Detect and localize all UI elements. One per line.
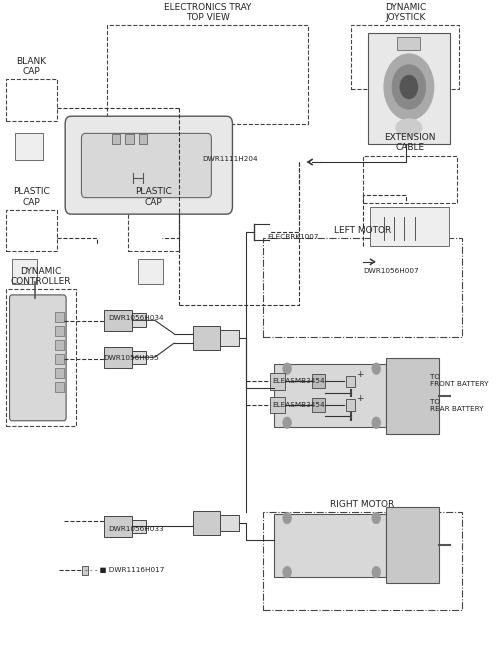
Text: DWR1111H204: DWR1111H204 bbox=[202, 156, 258, 162]
Bar bbox=[346, 399, 355, 411]
Bar bbox=[6, 289, 75, 426]
Bar bbox=[368, 33, 450, 144]
Text: ELECBRK1007: ELECBRK1007 bbox=[268, 234, 319, 240]
Bar bbox=[138, 259, 163, 284]
Bar bbox=[132, 351, 145, 364]
FancyBboxPatch shape bbox=[82, 133, 212, 198]
Ellipse shape bbox=[396, 119, 422, 136]
Bar bbox=[397, 37, 420, 50]
Text: DYNAMIC
JOYSTICK: DYNAMIC JOYSTICK bbox=[384, 3, 426, 22]
Text: LEFT MOTOR: LEFT MOTOR bbox=[334, 226, 391, 235]
Bar bbox=[274, 364, 386, 427]
Bar bbox=[55, 368, 64, 378]
Circle shape bbox=[392, 65, 426, 109]
Circle shape bbox=[283, 513, 292, 524]
Circle shape bbox=[372, 566, 380, 578]
Bar bbox=[270, 373, 285, 390]
Bar bbox=[104, 347, 132, 368]
Text: BLANK
CAP: BLANK CAP bbox=[16, 57, 46, 76]
Bar bbox=[312, 374, 324, 389]
Bar bbox=[193, 511, 220, 535]
Bar bbox=[12, 259, 37, 284]
Text: PLASTIC
CAP: PLASTIC CAP bbox=[135, 187, 172, 206]
Circle shape bbox=[400, 76, 417, 99]
Bar bbox=[55, 354, 64, 364]
Bar bbox=[55, 382, 64, 392]
FancyBboxPatch shape bbox=[65, 116, 232, 214]
Circle shape bbox=[372, 513, 380, 524]
Text: ELEASMB3454: ELEASMB3454 bbox=[272, 402, 325, 408]
Text: DYNAMIC
CONTROLLER: DYNAMIC CONTROLLER bbox=[10, 266, 71, 286]
Bar bbox=[128, 210, 179, 251]
Text: - - - ■ DWR1116H017: - - - ■ DWR1116H017 bbox=[86, 567, 164, 573]
Bar bbox=[82, 565, 88, 575]
Bar bbox=[346, 375, 355, 387]
Bar bbox=[220, 515, 238, 532]
Bar bbox=[55, 326, 64, 336]
Text: DWR1056H035: DWR1056H035 bbox=[103, 355, 158, 361]
Bar bbox=[6, 210, 56, 251]
Bar bbox=[125, 134, 134, 144]
Text: TO
REAR BATTERY: TO REAR BATTERY bbox=[430, 399, 484, 412]
Bar bbox=[352, 25, 459, 89]
Bar bbox=[364, 155, 457, 203]
Bar bbox=[370, 206, 448, 246]
Circle shape bbox=[384, 54, 434, 120]
Bar bbox=[270, 396, 285, 413]
Text: PLASTIC
CAP: PLASTIC CAP bbox=[13, 187, 50, 206]
Bar bbox=[193, 326, 220, 350]
Circle shape bbox=[283, 417, 292, 428]
Text: DWR1056H034: DWR1056H034 bbox=[108, 315, 164, 321]
Bar bbox=[55, 340, 64, 350]
Circle shape bbox=[372, 363, 380, 374]
Text: TO
FRONT BATTERY: TO FRONT BATTERY bbox=[430, 374, 489, 387]
Bar bbox=[386, 358, 439, 434]
Bar bbox=[112, 134, 120, 144]
Bar bbox=[132, 520, 145, 534]
Text: +: + bbox=[356, 394, 364, 403]
Circle shape bbox=[283, 363, 292, 374]
Text: DWR1056H007: DWR1056H007 bbox=[364, 268, 419, 274]
Bar bbox=[104, 310, 132, 330]
Text: EXTENSION
CABLE: EXTENSION CABLE bbox=[384, 133, 436, 152]
Bar bbox=[6, 80, 56, 121]
Bar bbox=[55, 312, 64, 322]
Circle shape bbox=[283, 566, 292, 578]
Bar bbox=[132, 313, 145, 326]
Text: ELECTRONICS TRAY
TOP VIEW: ELECTRONICS TRAY TOP VIEW bbox=[164, 3, 251, 22]
Circle shape bbox=[372, 417, 380, 428]
Bar bbox=[138, 134, 147, 144]
Text: +: + bbox=[356, 370, 364, 379]
Text: RIGHT MOTOR: RIGHT MOTOR bbox=[330, 500, 394, 509]
Bar bbox=[386, 507, 439, 583]
Bar bbox=[262, 238, 462, 337]
Bar bbox=[107, 25, 308, 124]
Text: ELEASMB3454: ELEASMB3454 bbox=[272, 378, 325, 385]
Bar bbox=[15, 133, 42, 160]
Bar bbox=[312, 398, 324, 412]
Bar bbox=[274, 514, 386, 577]
Bar bbox=[262, 512, 462, 611]
Bar bbox=[104, 516, 132, 537]
Text: DWR1056H033: DWR1056H033 bbox=[108, 526, 164, 532]
Bar bbox=[220, 330, 238, 346]
FancyBboxPatch shape bbox=[10, 295, 66, 421]
